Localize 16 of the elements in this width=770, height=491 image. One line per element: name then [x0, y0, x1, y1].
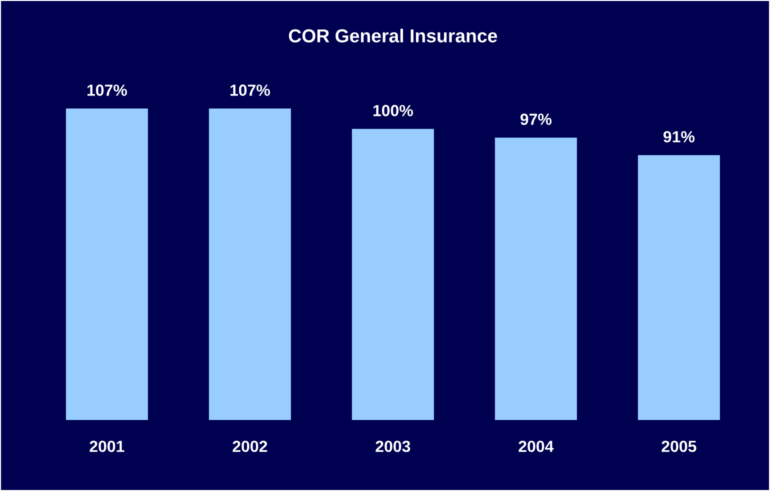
bar: [208, 108, 291, 420]
x-tick-label: 2005: [662, 440, 696, 452]
x-tick-label: 2004: [518, 440, 554, 452]
data-label: 107%: [87, 84, 127, 96]
bar: [638, 155, 720, 420]
data-label: 91%: [663, 131, 695, 142]
data-label: 107%: [230, 84, 270, 96]
data-label: 100%: [373, 104, 413, 116]
x-tick-label: 2003: [376, 440, 410, 452]
bar: [66, 108, 148, 420]
x-tick-label: 2001: [90, 440, 124, 452]
bar: [352, 128, 434, 420]
data-label: 97%: [520, 114, 552, 125]
chart-title: COR General Insurance: [288, 28, 498, 42]
x-tick-label: 2002: [232, 440, 268, 452]
bar: [494, 138, 577, 420]
